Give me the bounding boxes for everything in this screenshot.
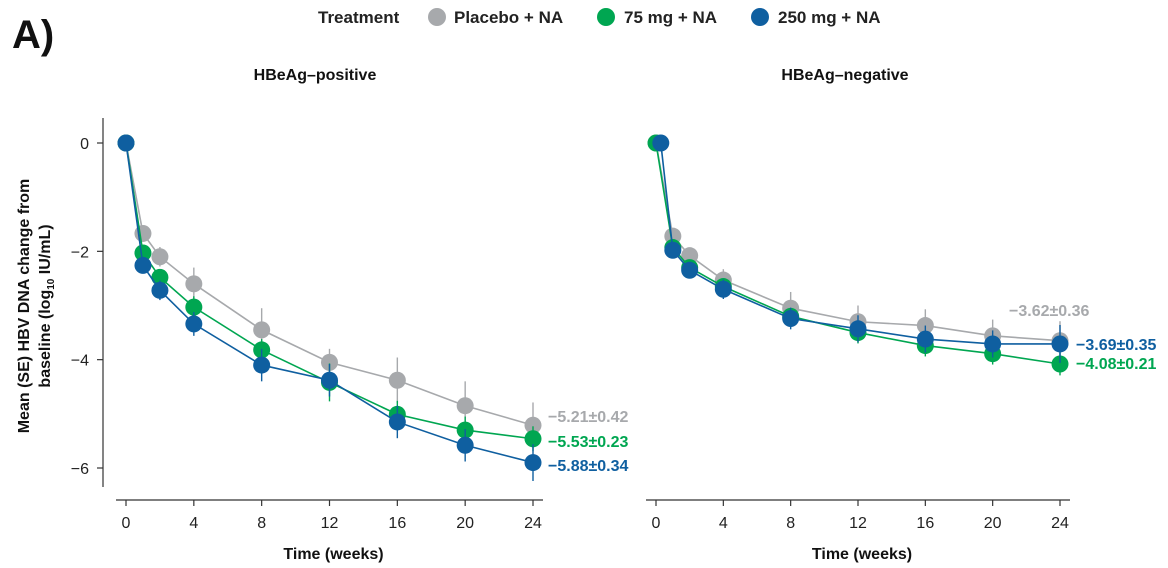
y-tick-label: 0 (80, 136, 89, 153)
legend-marker-75mg (597, 8, 615, 26)
data-point (321, 371, 338, 389)
x-tick-label: 8 (786, 515, 795, 532)
data-point (681, 247, 699, 265)
legend-label-75mg: 75 mg + NA (624, 8, 717, 27)
data-point (117, 134, 135, 152)
data-point (321, 353, 338, 371)
series-250-mg-na: −3.69±0.35 (652, 134, 1157, 363)
x-tick-label: 4 (719, 515, 728, 532)
chart-title: HBeAg–positive (254, 67, 377, 84)
chart-panels: HBeAg–positive 0 4 8 12 16 20 24 Time (weeks) 0 −2… (71, 67, 1157, 563)
data-point (185, 275, 203, 293)
data-point (524, 416, 542, 434)
legend-marker-placebo (428, 8, 446, 26)
legend-marker-250mg (751, 8, 769, 26)
end-value-label: −5.88±0.34 (548, 458, 629, 475)
x-tick-label: 20 (456, 515, 474, 532)
data-point (664, 241, 682, 259)
data-point (524, 430, 542, 448)
data-point (253, 321, 271, 339)
data-point (524, 454, 542, 472)
y-tick-label: −4 (71, 353, 89, 370)
x-tick-label: 24 (1051, 515, 1069, 532)
x-tick-label: 12 (849, 515, 867, 532)
data-point (652, 134, 670, 152)
data-point (134, 256, 152, 274)
y-axis-label: Mean (SE) HBV DNA change from baseline (… (16, 179, 57, 434)
y-axis-label-line1: Mean (SE) HBV DNA change from (16, 179, 33, 434)
end-value-label: −3.69±0.35 (1076, 337, 1157, 354)
data-point (134, 244, 152, 262)
data-point (151, 281, 169, 299)
data-point (681, 261, 699, 279)
data-point (456, 436, 474, 454)
chart-title: HBeAg–negative (781, 67, 908, 84)
data-point (253, 356, 271, 374)
data-point (782, 310, 800, 327)
legend-title: Treatment (318, 8, 400, 27)
data-point (916, 330, 934, 348)
x-tick-label: 0 (122, 515, 131, 532)
y-axis-label-line2: baseline (log10 IU/mL) (37, 224, 57, 387)
x-axis-title: Time (weeks) (283, 546, 383, 563)
x-axis-title: Time (weeks) (812, 546, 912, 563)
x-tick-label: 8 (257, 515, 266, 532)
data-point (456, 397, 474, 415)
series-250-mg-na: −5.88±0.34 (117, 134, 629, 481)
data-point (714, 280, 732, 298)
end-value-label: −5.21±0.42 (548, 409, 629, 426)
data-point (151, 268, 169, 286)
legend-label-placebo: Placebo + NA (454, 8, 563, 27)
end-value-label: −4.08±0.21 (1076, 356, 1157, 373)
x-tick-label: 12 (321, 515, 339, 532)
y-tick-label: −2 (71, 244, 89, 261)
data-point (388, 413, 406, 431)
x-tick-label: 16 (388, 515, 406, 532)
x-tick-label: 4 (189, 515, 198, 532)
data-point (185, 298, 203, 316)
chart-panel-2: HBeAg–negative 0 4 8 12 16 20 24 Time (weeks) −3.… (646, 67, 1157, 563)
x-tick-label: 0 (652, 515, 661, 532)
series-placebo-na: −5.21±0.42 (117, 134, 629, 448)
x-tick-label: 16 (916, 515, 934, 532)
chart-panel-1: HBeAg–positive 0 4 8 12 16 20 24 Time (weeks) 0 −2… (71, 67, 629, 563)
data-point (388, 371, 406, 389)
x-tick-label: 20 (984, 515, 1002, 532)
y-tick-label: −6 (71, 461, 89, 478)
data-point (1051, 335, 1069, 353)
data-point (849, 320, 867, 338)
data-point (185, 315, 203, 333)
legend: Treatment Placebo + NA 75 mg + NA 250 mg… (318, 8, 881, 27)
legend-label-250mg: 250 mg + NA (778, 8, 881, 27)
x-tick-label: 24 (524, 515, 542, 532)
end-value-label: −3.62±0.36 (1009, 303, 1090, 320)
series-placebo-na: −3.62±0.36 (647, 134, 1090, 361)
data-point (1051, 355, 1069, 373)
panel-label: A) (12, 13, 54, 57)
data-point (984, 335, 1002, 353)
data-point (151, 248, 169, 266)
end-value-label: −5.53±0.23 (548, 434, 629, 451)
